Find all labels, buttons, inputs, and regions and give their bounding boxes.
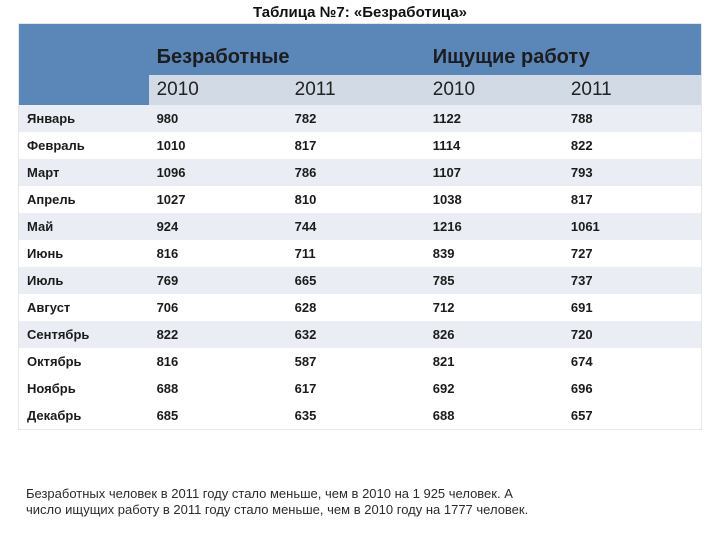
cell-month: Январь xyxy=(19,105,149,132)
table-row: Июнь 816 711 839 727 xyxy=(19,240,701,267)
cell-month: Июль xyxy=(19,267,149,294)
cell-value: 706 xyxy=(149,294,287,321)
cell-value: 924 xyxy=(149,213,287,240)
cell-value: 727 xyxy=(563,240,701,267)
cell-month: Сентябрь xyxy=(19,321,149,348)
cell-value: 793 xyxy=(563,159,701,186)
cell-value: 1122 xyxy=(425,105,563,132)
cell-value: 821 xyxy=(425,348,563,375)
table-row: Март 1096 786 1107 793 xyxy=(19,159,701,186)
cell-value: 632 xyxy=(287,321,425,348)
table-row: Сентябрь 822 632 826 720 xyxy=(19,321,701,348)
table-row: Октябрь 816 587 821 674 xyxy=(19,348,701,375)
table-row: Январь 980 782 1122 788 xyxy=(19,105,701,132)
cell-value: 817 xyxy=(563,186,701,213)
table-header-years: 2010 2011 2010 2011 xyxy=(19,75,701,105)
header-year-2011-a: 2011 xyxy=(287,75,425,105)
cell-value: 816 xyxy=(149,348,287,375)
header-blank xyxy=(19,24,149,75)
cell-month: Апрель xyxy=(19,186,149,213)
header-blank-2 xyxy=(19,75,149,105)
table-header-groups: Безработные Ищущие работу xyxy=(19,24,701,75)
cell-value: 817 xyxy=(287,132,425,159)
table-row: Май 924 744 1216 1061 xyxy=(19,213,701,240)
cell-value: 688 xyxy=(425,402,563,429)
cell-value: 1027 xyxy=(149,186,287,213)
cell-value: 674 xyxy=(563,348,701,375)
cell-value: 782 xyxy=(287,105,425,132)
cell-value: 628 xyxy=(287,294,425,321)
header-unemployed: Безработные xyxy=(149,24,425,75)
cell-value: 788 xyxy=(563,105,701,132)
footer-note: Безработных человек в 2011 году стало ме… xyxy=(26,486,694,519)
table-row: Июль 769 665 785 737 xyxy=(19,267,701,294)
header-year-2010-a: 2010 xyxy=(149,75,287,105)
cell-value: 822 xyxy=(563,132,701,159)
table-row: Декабрь 685 635 688 657 xyxy=(19,402,701,429)
cell-month: Май xyxy=(19,213,149,240)
table-body: Январь 980 782 1122 788 Февраль 1010 817… xyxy=(19,105,701,429)
cell-value: 692 xyxy=(425,375,563,402)
cell-value: 587 xyxy=(287,348,425,375)
cell-value: 665 xyxy=(287,267,425,294)
cell-month: Ноябрь xyxy=(19,375,149,402)
cell-value: 810 xyxy=(287,186,425,213)
cell-value: 711 xyxy=(287,240,425,267)
cell-value: 720 xyxy=(563,321,701,348)
cell-value: 617 xyxy=(287,375,425,402)
cell-value: 826 xyxy=(425,321,563,348)
cell-month: Декабрь xyxy=(19,402,149,429)
cell-value: 691 xyxy=(563,294,701,321)
cell-value: 737 xyxy=(563,267,701,294)
cell-value: 839 xyxy=(425,240,563,267)
cell-value: 816 xyxy=(149,240,287,267)
cell-value: 657 xyxy=(563,402,701,429)
cell-value: 1216 xyxy=(425,213,563,240)
cell-value: 696 xyxy=(563,375,701,402)
cell-month: Октябрь xyxy=(19,348,149,375)
cell-value: 1114 xyxy=(425,132,563,159)
table-row: Февраль 1010 817 1114 822 xyxy=(19,132,701,159)
cell-month: Февраль xyxy=(19,132,149,159)
cell-value: 1107 xyxy=(425,159,563,186)
cell-value: 1061 xyxy=(563,213,701,240)
header-year-2011-b: 2011 xyxy=(563,75,701,105)
cell-value: 769 xyxy=(149,267,287,294)
header-jobseekers: Ищущие работу xyxy=(425,24,701,75)
cell-month: Март xyxy=(19,159,149,186)
cell-value: 685 xyxy=(149,402,287,429)
cell-value: 688 xyxy=(149,375,287,402)
cell-month: Август xyxy=(19,294,149,321)
footer-line-2: число ищущих работу в 2011 году стало ме… xyxy=(26,502,528,517)
page-title: Таблица №7: «Безработица» xyxy=(0,0,720,23)
table-row: Апрель 1027 810 1038 817 xyxy=(19,186,701,213)
cell-value: 744 xyxy=(287,213,425,240)
table-row: Август 706 628 712 691 xyxy=(19,294,701,321)
cell-value: 822 xyxy=(149,321,287,348)
unemployment-table-wrapper: Безработные Ищущие работу 2010 2011 2010… xyxy=(18,23,702,430)
header-year-2010-b: 2010 xyxy=(425,75,563,105)
footer-line-1: Безработных человек в 2011 году стало ме… xyxy=(26,486,513,501)
cell-value: 786 xyxy=(287,159,425,186)
cell-value: 980 xyxy=(149,105,287,132)
table-row: Ноябрь 688 617 692 696 xyxy=(19,375,701,402)
cell-value: 1010 xyxy=(149,132,287,159)
cell-value: 1038 xyxy=(425,186,563,213)
cell-value: 1096 xyxy=(149,159,287,186)
unemployment-table: Безработные Ищущие работу 2010 2011 2010… xyxy=(19,24,701,429)
cell-month: Июнь xyxy=(19,240,149,267)
cell-value: 712 xyxy=(425,294,563,321)
cell-value: 785 xyxy=(425,267,563,294)
cell-value: 635 xyxy=(287,402,425,429)
